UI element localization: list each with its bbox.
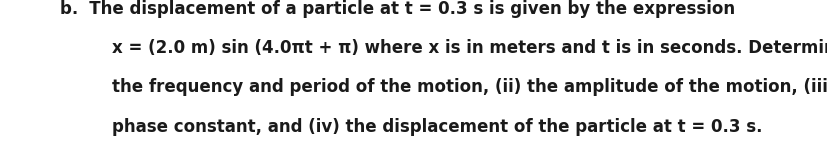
Text: x = (2.0 m) sin (4.0πt + π) where x is in meters and t is in seconds. Determine : x = (2.0 m) sin (4.0πt + π) where x is i…: [112, 39, 827, 57]
Text: b.  The displacement of a particle at t = 0.3 s is given by the expression: b. The displacement of a particle at t =…: [60, 0, 734, 18]
Text: phase constant, and (iv) the displacement of the particle at t = 0.3 s.: phase constant, and (iv) the displacemen…: [112, 118, 762, 136]
Text: the frequency and period of the motion, (ii) the amplitude of the motion, (iii) : the frequency and period of the motion, …: [112, 78, 827, 96]
